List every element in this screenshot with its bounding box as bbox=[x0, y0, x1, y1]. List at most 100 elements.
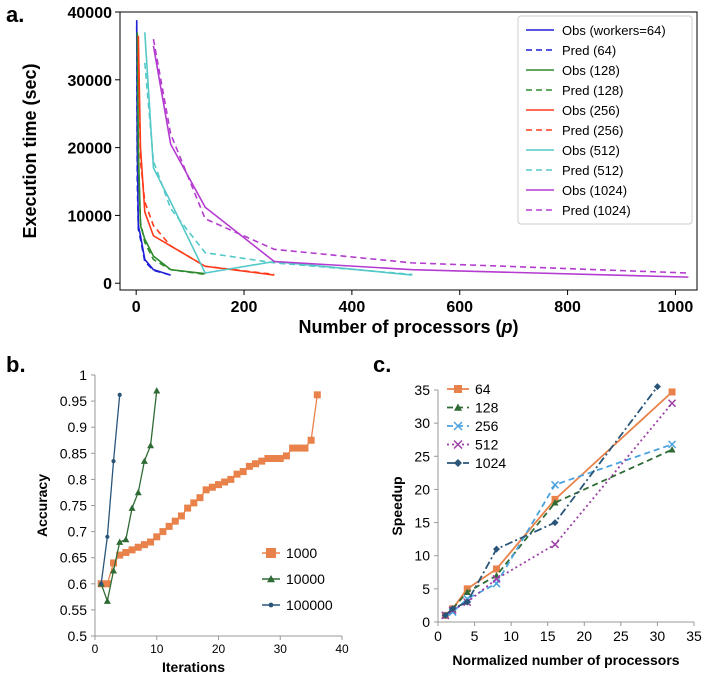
data-point-b bbox=[153, 387, 161, 394]
series-line-b bbox=[100, 394, 121, 584]
series-line-c bbox=[444, 386, 659, 617]
x-tick-label-c: 35 bbox=[686, 628, 702, 644]
data-point-b bbox=[276, 455, 284, 463]
data-point-c bbox=[463, 588, 471, 595]
data-point-b bbox=[140, 457, 148, 464]
data-point-c bbox=[653, 383, 661, 391]
legend-label-a: Pred (1024) bbox=[562, 203, 631, 218]
data-point-b bbox=[147, 538, 155, 546]
data-point-b bbox=[110, 559, 118, 567]
x-tick-label-b: 20 bbox=[212, 642, 226, 656]
series-line-a bbox=[136, 39, 206, 276]
legend-label-a: Obs (256) bbox=[562, 103, 620, 118]
x-tick-label-c: 10 bbox=[503, 628, 519, 644]
data-point-b bbox=[128, 504, 136, 511]
data-point-b bbox=[270, 455, 278, 463]
y-tick-label-b: 0.95 bbox=[60, 393, 87, 409]
y-tick-label-c: 15 bbox=[414, 515, 430, 531]
y-tick-label-c: 5 bbox=[422, 581, 430, 597]
data-point-b bbox=[116, 551, 124, 559]
x-tick-label-a: 800 bbox=[554, 299, 581, 316]
series-line-a bbox=[152, 38, 689, 274]
x-tick-label-a: 0 bbox=[132, 299, 141, 316]
data-point-c bbox=[668, 388, 676, 396]
plot-frame-a bbox=[119, 11, 698, 291]
legend-a bbox=[517, 15, 693, 225]
panel-label-b: b. bbox=[6, 352, 26, 377]
x-tick-label-b: 40 bbox=[335, 642, 349, 656]
legend-label-a: Pred (64) bbox=[562, 43, 616, 58]
data-point-c bbox=[449, 605, 457, 613]
data-point-b bbox=[99, 581, 104, 586]
legend-label-c: 128 bbox=[475, 400, 499, 416]
x-tick-label-c: 20 bbox=[576, 628, 592, 644]
y-tick-label-a: 0 bbox=[103, 276, 112, 293]
legend-label-c: 1024 bbox=[475, 455, 506, 471]
data-point-b bbox=[122, 535, 130, 543]
execution-time-chart: 0 200 400 600 800 1000010000200003000040000Nu… bbox=[20, 5, 698, 337]
data-point-b bbox=[117, 392, 122, 397]
y-tick-label-c: 35 bbox=[414, 382, 430, 398]
data-point-b bbox=[105, 534, 110, 539]
legend-label-b: 10000 bbox=[286, 571, 325, 587]
y-tick-label-c: 20 bbox=[414, 481, 430, 497]
series-line-c bbox=[444, 402, 673, 617]
legend-marker-c bbox=[453, 421, 463, 431]
x-tick-label-b: 10 bbox=[150, 642, 164, 656]
data-point-b bbox=[190, 499, 198, 507]
series-line-a bbox=[135, 25, 171, 276]
data-point-b bbox=[202, 486, 210, 494]
panel-label-a: a. bbox=[6, 2, 25, 27]
data-point-c bbox=[492, 574, 501, 583]
data-point-b bbox=[264, 455, 272, 463]
data-point-b bbox=[196, 494, 204, 502]
data-point-b bbox=[116, 538, 124, 545]
data-point-c bbox=[493, 545, 501, 553]
legend-marker-c bbox=[454, 385, 462, 393]
series-line-a bbox=[137, 52, 275, 276]
y-tick-label-b: 0.55 bbox=[60, 602, 87, 618]
data-point-b bbox=[177, 512, 185, 520]
data-point-b bbox=[103, 580, 111, 588]
data-point-c bbox=[551, 499, 559, 506]
legend-marker-c bbox=[454, 403, 462, 411]
data-point-b bbox=[111, 459, 116, 464]
legend-marker-b bbox=[267, 575, 275, 583]
x-tick-label-a: 600 bbox=[446, 299, 473, 316]
y-tick-label-a: 20000 bbox=[68, 141, 113, 158]
x-tick-label-b: 30 bbox=[274, 642, 288, 656]
data-point-b bbox=[159, 528, 167, 536]
legend-label-b: 100000 bbox=[286, 597, 333, 613]
series-line-a bbox=[144, 62, 413, 276]
x-tick-label-a: 400 bbox=[339, 299, 366, 316]
legend-label-c: 512 bbox=[475, 437, 499, 453]
y-tick-label-c: 25 bbox=[414, 448, 430, 464]
y-axis-label-c: Speedup bbox=[389, 476, 405, 535]
y-tick-label-b: 0.5 bbox=[68, 628, 88, 644]
x-tick-label-a: 200 bbox=[231, 299, 258, 316]
y-tick-label-a: 10000 bbox=[68, 208, 113, 225]
x-tick-label-b: 0 bbox=[92, 642, 99, 656]
legend-marker-b bbox=[268, 602, 274, 608]
data-point-c bbox=[493, 565, 501, 573]
x-axis-label-b: Iterations bbox=[162, 659, 225, 675]
data-point-c bbox=[668, 440, 677, 449]
data-point-b bbox=[307, 436, 315, 444]
series-line-b bbox=[100, 390, 158, 604]
data-point-c bbox=[463, 598, 471, 606]
data-point-b bbox=[282, 452, 290, 460]
data-point-c bbox=[550, 540, 560, 549]
data-point-b bbox=[122, 548, 130, 556]
x-axis-label-c: Normalized number of processors bbox=[452, 652, 679, 668]
legend-label-a: Obs (512) bbox=[562, 143, 620, 158]
legend-label-a: Obs (workers=64) bbox=[562, 23, 666, 38]
data-point-b bbox=[140, 541, 148, 549]
data-point-c bbox=[550, 480, 560, 489]
data-point-b bbox=[313, 391, 321, 399]
y-tick-label-a: 40000 bbox=[68, 5, 113, 22]
data-point-b bbox=[184, 504, 192, 512]
data-point-b bbox=[171, 517, 179, 525]
data-point-c bbox=[551, 519, 559, 527]
data-point-b bbox=[233, 470, 241, 478]
